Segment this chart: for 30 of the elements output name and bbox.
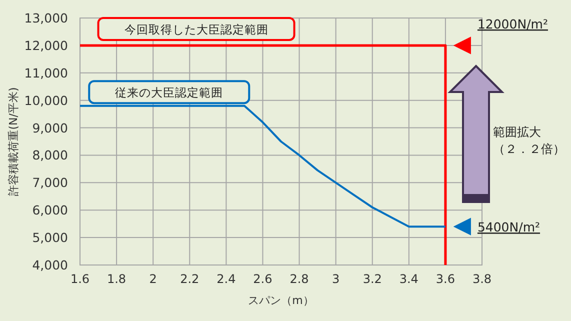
y-tick-label: 7,000 [32, 175, 68, 190]
x-tick-label: 2.2 [180, 272, 200, 286]
y-tick-label: 4,000 [32, 258, 68, 272]
x-tick-label: 2 [149, 272, 157, 286]
y-tick-label: 5,000 [32, 230, 68, 246]
series-label: 従来の大臣認定範囲 [115, 86, 224, 100]
x-tick-label: 2.4 [216, 272, 236, 286]
annotation: 12000N/m² [477, 16, 548, 32]
x-axis-title: スパン（m） [248, 294, 314, 307]
y-tick-label: 10,000 [24, 92, 68, 108]
x-tick-label: 3.4 [399, 272, 418, 286]
text: 範囲拡大 [493, 125, 541, 139]
y-tick-label: 6,000 [32, 202, 68, 218]
y-axis-title: 許容積載荷重(N/平米) [7, 87, 20, 196]
y-tick-label: 8,000 [32, 148, 68, 163]
x-tick-label: 2.8 [290, 272, 309, 286]
series-label: 今回取得した大臣認定範囲 [124, 22, 268, 36]
y-tick-label: 9,000 [32, 120, 68, 136]
annotation: 5400N/m² [477, 220, 540, 235]
x-tick-label: 3.2 [362, 272, 382, 286]
x-tick-label: 3 [332, 272, 340, 286]
x-tick-label: 1.8 [107, 272, 126, 286]
x-tick-label: 3.6 [436, 272, 455, 286]
x-tick-label: 2.6 [253, 272, 272, 286]
y-tick-label: 13,000 [24, 10, 68, 26]
x-tick-label: 1.6 [70, 272, 90, 286]
y-tick-label: 12,000 [24, 38, 68, 53]
y-tick-label: 11,000 [24, 65, 68, 80]
text: （２．２倍） [493, 142, 565, 156]
x-tick-label: 3.8 [472, 272, 492, 286]
